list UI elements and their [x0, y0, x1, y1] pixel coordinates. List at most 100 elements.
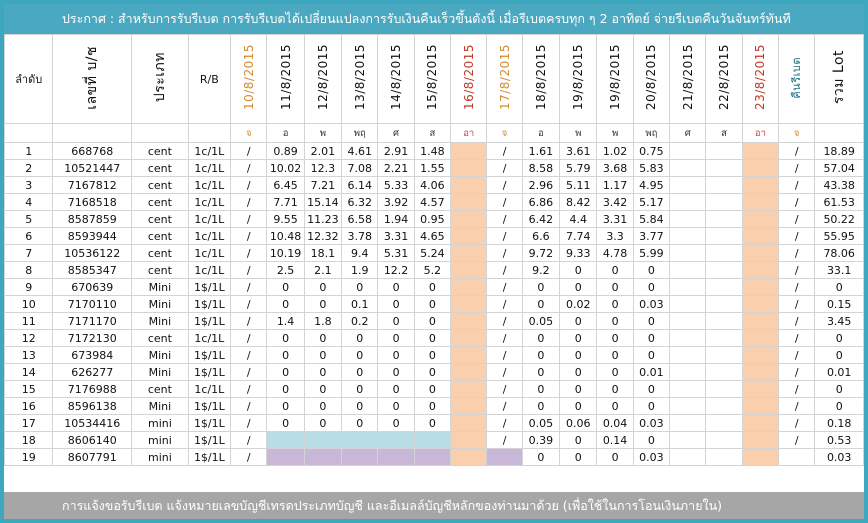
- rebate-mark: /: [778, 193, 816, 211]
- col-account: เลขที่ บ/ช: [52, 34, 133, 124]
- lot-value: 0.14: [596, 431, 634, 449]
- row-index: 3: [3, 176, 54, 194]
- col-type: ประเภท: [131, 34, 189, 124]
- mark-day-7: /: [486, 431, 523, 449]
- row-index: 5: [3, 210, 54, 228]
- mark-day-7: /: [486, 244, 523, 262]
- lot-value: 4.06: [413, 176, 452, 194]
- lot-total: 78.06: [814, 244, 864, 262]
- col-date: 19/8/2015: [596, 34, 634, 124]
- lot-value: 18.1: [303, 244, 343, 262]
- lot-value: [413, 431, 452, 449]
- account-type: cent: [131, 329, 189, 347]
- lot-value: 6.32: [341, 193, 379, 211]
- account-number: 670639: [52, 278, 133, 296]
- row-index: 17: [3, 414, 54, 432]
- lot-value: 1.61: [521, 142, 561, 160]
- lot-value: 0: [341, 380, 379, 398]
- lot-value: 5.33: [377, 176, 415, 194]
- lot-value: 0: [596, 448, 634, 466]
- lot-value: 0: [377, 278, 415, 296]
- lot-value: 0: [266, 278, 305, 296]
- lot-value: 3.31: [596, 210, 634, 228]
- lot-value: 0: [303, 380, 343, 398]
- lot-value: 1.17: [596, 176, 634, 194]
- lot-total: 55.95: [814, 227, 864, 245]
- lot-value: 0: [596, 329, 634, 347]
- account-number: 10521447: [52, 159, 133, 177]
- lot-value: 0: [377, 329, 415, 347]
- lot-value: 15.14: [303, 193, 343, 211]
- row-index: 1: [3, 142, 54, 160]
- weekend-cell: [741, 210, 780, 228]
- mark-day-0: /: [230, 210, 268, 228]
- weekend-cell: [741, 193, 780, 211]
- lot-value: 0: [413, 414, 452, 432]
- account-type: cent: [131, 176, 189, 194]
- weekend-cell: [450, 431, 488, 449]
- lot-value: 0.03: [632, 448, 671, 466]
- lot-value: 5.17: [632, 193, 671, 211]
- lot-value: 3.92: [377, 193, 415, 211]
- col-date: 18/8/2015: [521, 34, 561, 124]
- lot-value: [669, 244, 707, 262]
- lot-value: [266, 431, 305, 449]
- day-label: พ: [559, 123, 598, 143]
- weekend-cell: [450, 193, 488, 211]
- weekend-cell: [741, 261, 780, 279]
- lot-value: [705, 176, 743, 194]
- lot-total: 3.45: [814, 312, 864, 330]
- account-type: Mini: [131, 397, 189, 415]
- lot-value: [705, 210, 743, 228]
- rebate-mark: /: [778, 363, 816, 381]
- row-index: 11: [3, 312, 54, 330]
- col-index: ลำดับ: [3, 34, 54, 124]
- lot-value: [413, 448, 452, 466]
- lot-value: [705, 227, 743, 245]
- lot-value: 4.78: [596, 244, 634, 262]
- lot-value: 1.48: [413, 142, 452, 160]
- lot-value: 3.3: [596, 227, 634, 245]
- rebate-mark: /: [778, 159, 816, 177]
- rebate-rate: 1c/1L: [187, 159, 232, 177]
- weekend-cell: [450, 346, 488, 364]
- col-date: 21/8/2015: [669, 34, 707, 124]
- weekend-cell: [741, 176, 780, 194]
- rebate-mark: /: [778, 142, 816, 160]
- mark-day-0: /: [230, 159, 268, 177]
- mark-day-7: /: [486, 312, 523, 330]
- rebate-rate: 1c/1L: [187, 176, 232, 194]
- lot-total: 57.04: [814, 159, 864, 177]
- lot-value: 0: [266, 295, 305, 313]
- lot-value: [705, 431, 743, 449]
- lot-total: 50.22: [814, 210, 864, 228]
- account-type: cent: [131, 380, 189, 398]
- mark-day-0: /: [230, 448, 268, 466]
- mark-day-7: /: [486, 227, 523, 245]
- rebate-mark: /: [778, 210, 816, 228]
- lot-value: 0: [559, 363, 598, 381]
- account-type: cent: [131, 159, 189, 177]
- weekend-cell: [741, 295, 780, 313]
- lot-value: 0: [521, 329, 561, 347]
- account-type: cent: [131, 227, 189, 245]
- account-number: 7176988: [52, 380, 133, 398]
- lot-value: 0: [413, 346, 452, 364]
- lot-value: 0: [596, 278, 634, 296]
- account-number: 8606140: [52, 431, 133, 449]
- lot-value: 0: [266, 363, 305, 381]
- lot-value: 0: [632, 261, 671, 279]
- lot-value: [669, 312, 707, 330]
- lot-value: 2.1: [303, 261, 343, 279]
- day-label: จ: [778, 123, 816, 143]
- lot-total: 0: [814, 397, 864, 415]
- rebate-mark: /: [778, 278, 816, 296]
- lot-value: 0.03: [632, 295, 671, 313]
- col-date: 13/8/2015: [341, 34, 379, 124]
- rebate-mark: /: [778, 261, 816, 279]
- account-number: 8593944: [52, 227, 133, 245]
- mark-day-0: /: [230, 261, 268, 279]
- lot-value: 0: [559, 278, 598, 296]
- row-index: 10: [3, 295, 54, 313]
- lot-value: 4.4: [559, 210, 598, 228]
